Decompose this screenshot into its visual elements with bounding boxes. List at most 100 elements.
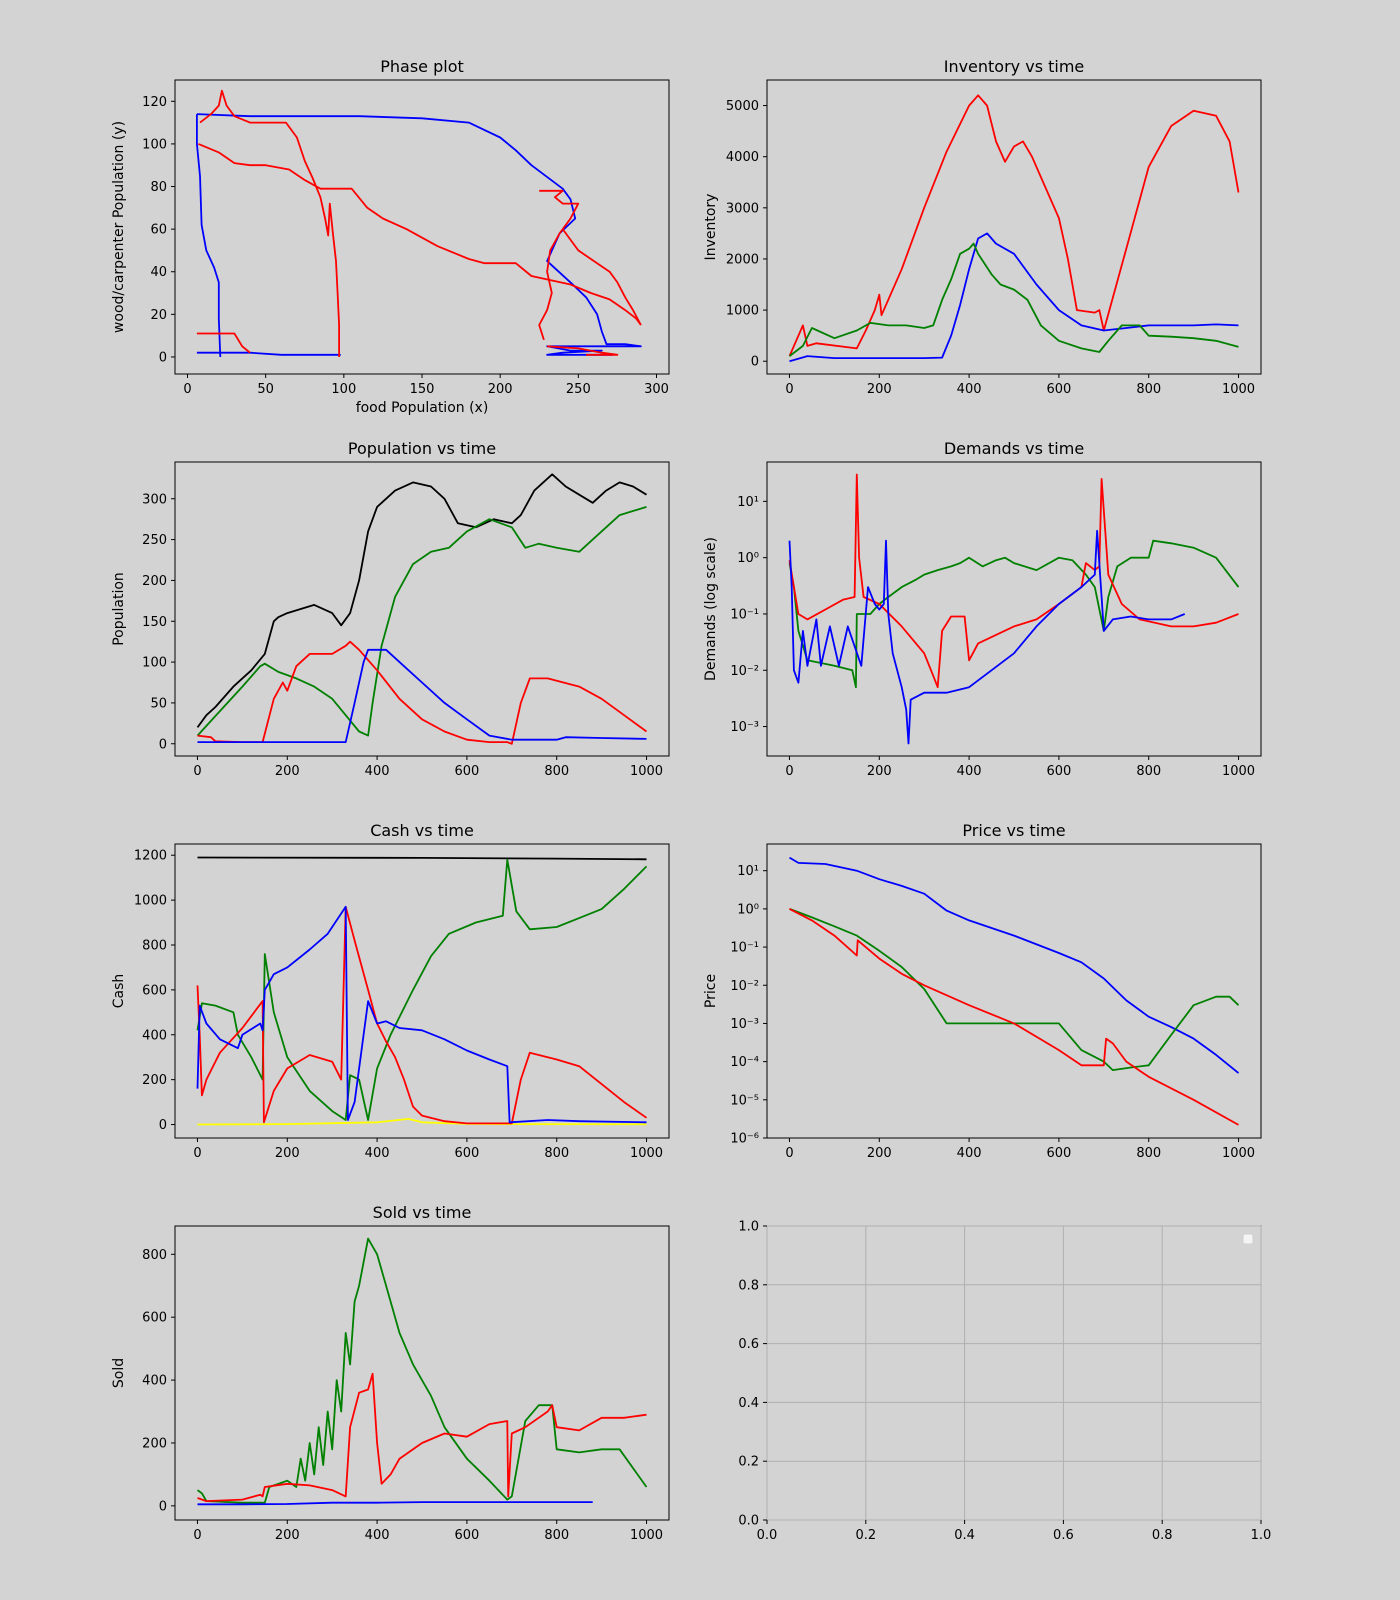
series-line-cash-2	[196, 858, 648, 1121]
y-axis-label-price: Price	[703, 974, 719, 1008]
y-axis-label-population: Population	[111, 572, 127, 646]
series-line-phase-0	[195, 114, 222, 358]
x-tick-label: 200	[867, 1146, 892, 1161]
plot-area-cash	[174, 843, 670, 1139]
x-tick-label: 1000	[1222, 764, 1255, 779]
x-tick-label: 0.8	[1152, 1528, 1173, 1543]
y-tick-label: 400	[142, 1374, 167, 1389]
panel-demands: 0 200 400 600 800 1000 10⁻³ 10⁻² 10⁻¹ 10⁰ 10¹ Deman…	[703, 439, 1262, 779]
y-tick-label: 3000	[726, 201, 759, 216]
x-tick-label: 1000	[1222, 1146, 1255, 1161]
legend-box	[1242, 1233, 1254, 1245]
x-tick-label: 200	[275, 1528, 300, 1543]
chart-title-population: Population vs time	[348, 439, 496, 458]
x-tick-label: 1000	[630, 764, 663, 779]
x-tick-label: 200	[867, 764, 892, 779]
y-tick-label: 600	[142, 983, 167, 998]
x-tick-label: 1000	[630, 1528, 663, 1543]
x-tick-label: 0.6	[1053, 1528, 1074, 1543]
x-tick-label: 800	[1136, 764, 1161, 779]
y-tick-label: 120	[142, 95, 167, 110]
x-tick-label: 0	[785, 764, 793, 779]
x-axis-label-phase: food Population (x)	[356, 400, 489, 416]
series-line-population-2	[197, 640, 648, 745]
series-line-inventory-2	[788, 242, 1239, 357]
y-axis-label-cash: Cash	[111, 974, 127, 1009]
plot-area-sold	[174, 1225, 670, 1521]
series-line-phase-3	[198, 143, 642, 326]
x-tick-label: 800	[544, 1528, 569, 1543]
y-axis-label-phase: wood/carpenter Population (y)	[111, 121, 127, 333]
chart-title-price: Price vs time	[962, 821, 1065, 840]
y-tick-label: 2000	[726, 252, 759, 267]
y-tick-label: 1000	[134, 894, 167, 909]
x-tick-label: 50	[257, 382, 274, 397]
series-line-demands-0	[788, 539, 1240, 689]
x-tick-label: 400	[365, 764, 390, 779]
y-tick-label: 150	[142, 615, 167, 630]
y-tick-label: 200	[142, 1436, 167, 1451]
y-tick-label: 0	[159, 1499, 167, 1514]
series-line-cash-4	[196, 905, 647, 1124]
x-tick-label: 600	[454, 764, 479, 779]
x-tick-label: 0	[193, 1528, 201, 1543]
x-tick-label: 200	[275, 764, 300, 779]
series-line-inventory-0	[788, 94, 1240, 357]
series-line-phase-7	[196, 332, 251, 354]
chart-title-phase: Phase plot	[380, 57, 464, 76]
y-tick-label: 10⁻²	[730, 979, 759, 994]
y-tick-label: 250	[142, 533, 167, 548]
y-tick-label: 0.6	[738, 1337, 759, 1352]
x-tick-label: 0	[785, 1146, 793, 1161]
y-tick-label: 10⁻³	[730, 720, 759, 735]
y-tick-label: 10⁻⁶	[730, 1132, 759, 1147]
series-line-phase-4	[199, 89, 341, 357]
x-tick-label: 600	[1046, 382, 1071, 397]
y-axis-label-inventory: Inventory	[703, 194, 719, 261]
plot-area-population	[174, 461, 670, 757]
x-tick-label: 0.4	[954, 1528, 975, 1543]
y-tick-label: 100	[142, 656, 167, 671]
series-line-sold-1	[197, 1372, 647, 1502]
panel-sold: 0 200 400 600 800 1000 0 200 400 600 800 Sold vs ti…	[111, 1203, 670, 1543]
series-line-phase-6	[561, 228, 642, 326]
y-tick-label: 10¹	[737, 864, 759, 879]
plot-area-inventory	[766, 79, 1262, 375]
y-tick-label: 60	[150, 223, 167, 238]
panel-phase: 0 50 100 150 200 250 300 0 20 40 60 80 100 120 Phase p…	[111, 57, 670, 416]
y-tick-label: 0.2	[738, 1455, 759, 1470]
x-tick-label: 200	[867, 382, 892, 397]
series-line-cash-3	[196, 905, 648, 1125]
x-tick-label: 1000	[1222, 382, 1255, 397]
x-tick-label: 800	[1136, 382, 1161, 397]
x-tick-label: 0.0	[757, 1528, 778, 1543]
x-tick-label: 400	[957, 764, 982, 779]
x-tick-label: 0	[785, 382, 793, 397]
chart-title-demands: Demands vs time	[944, 439, 1084, 458]
plot-area-price	[766, 843, 1262, 1139]
y-tick-label: 10⁻⁴	[730, 1055, 759, 1070]
series-line-phase-5	[538, 189, 580, 341]
x-tick-label: 600	[1046, 1146, 1071, 1161]
panel-cash: 0 200 400 600 800 1000 0 200 400 600 800 1000 1200 Ca…	[111, 821, 670, 1161]
y-axis-label-sold: Sold	[111, 1358, 127, 1388]
x-tick-label: 200	[488, 382, 513, 397]
y-tick-label: 80	[150, 180, 167, 195]
series-line-sold-2	[197, 1501, 593, 1506]
x-tick-label: 0	[193, 764, 201, 779]
plot-area-demands	[766, 461, 1262, 757]
y-tick-label: 10⁻³	[730, 1017, 759, 1032]
y-tick-label: 1000	[726, 304, 759, 319]
y-tick-label: 0	[159, 1118, 167, 1133]
x-tick-label: 400	[365, 1528, 390, 1543]
x-tick-label: 150	[410, 382, 435, 397]
chart-title-inventory: Inventory vs time	[944, 57, 1085, 76]
y-tick-label: 600	[142, 1311, 167, 1326]
x-tick-label: 600	[1046, 764, 1071, 779]
y-tick-label: 0	[159, 350, 167, 365]
y-tick-label: 0.0	[738, 1514, 759, 1529]
y-tick-label: 0	[159, 737, 167, 752]
x-tick-label: 600	[454, 1146, 479, 1161]
x-tick-label: 0	[183, 382, 191, 397]
